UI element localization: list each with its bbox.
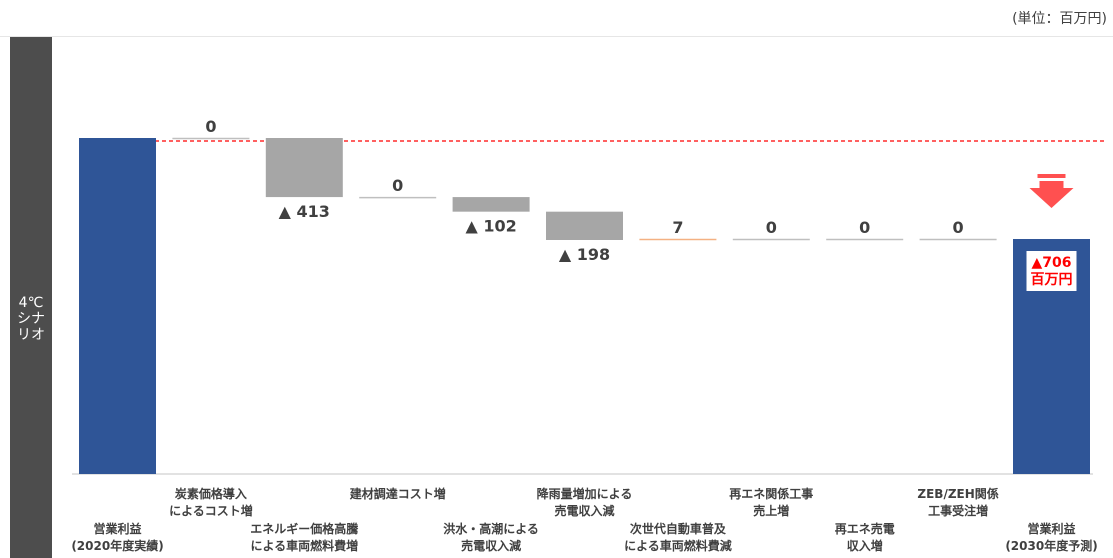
category-label-9-line-0: ZEB/ZEH関係 [917,486,998,501]
value-label-2: ▲ 413 [279,202,330,221]
category-label-3-line-0: 建材調達コスト増 [349,486,446,501]
result-label-line-0: ▲706 [1032,255,1072,271]
bar-start-total [79,138,156,474]
category-label-0-line-0: 営業利益 [93,521,141,536]
result-label-box [1026,251,1077,291]
category-label-1-line-0: 炭素価格導入 [175,486,247,501]
category-label-4-line-0: 洪水・高潮による [443,521,539,536]
category-label-8-line-1: 収入増 [847,538,883,553]
category-label-5-line-1: 売電収入減 [554,503,614,518]
category-label-1-line-1: によるコスト増 [169,503,253,518]
unit-label: (単位：百万円) [1012,11,1107,27]
value-label-8: 0 [859,218,870,237]
category-label-0-line-1: (2020年度実績) [71,538,163,553]
category-label-8-line-0: 再エネ売電 [835,521,895,536]
category-label-6-line-0: 次世代自動車普及 [630,521,727,536]
value-label-1: 0 [205,117,216,136]
category-label-5-line-0: 降雨量増加による [537,486,633,501]
bar-delta-2 [265,138,343,198]
category-label-9-line-1: 工事受注増 [928,503,988,518]
value-label-4: ▲ 102 [465,217,516,236]
bar-delta-4 [452,197,530,212]
category-label-7-line-0: 再エネ関係工事 [729,486,813,501]
category-label-6-line-1: による車両燃料費減 [624,538,732,553]
down-arrow-icon [1029,181,1074,208]
value-label-9: 0 [953,218,964,237]
bar-delta-5 [546,211,623,241]
category-label-2-line-0: エネルギー価格高騰 [250,521,359,536]
result-label-line-1: 百万円 [1031,272,1073,288]
category-label-2-line-1: による車両燃料費増 [250,538,358,553]
top-divider [0,36,1113,37]
arrow-icon-stripe [1037,174,1066,178]
category-label-10-line-0: 営業利益 [1027,521,1075,536]
value-label-5: ▲ 198 [559,245,610,264]
value-label-7: 0 [766,218,777,237]
value-label-6: 7 [672,218,683,237]
value-label-3: 0 [392,176,403,195]
scenario-label: 4℃ シナ リオ [17,295,45,343]
scenario-band: 4℃ シナ リオ [10,37,52,558]
category-label-10-line-1: (2030年度予測) [1005,538,1097,553]
category-label-7-line-1: 売上増 [753,503,789,518]
category-label-4-line-1: 売電収入減 [461,538,521,553]
